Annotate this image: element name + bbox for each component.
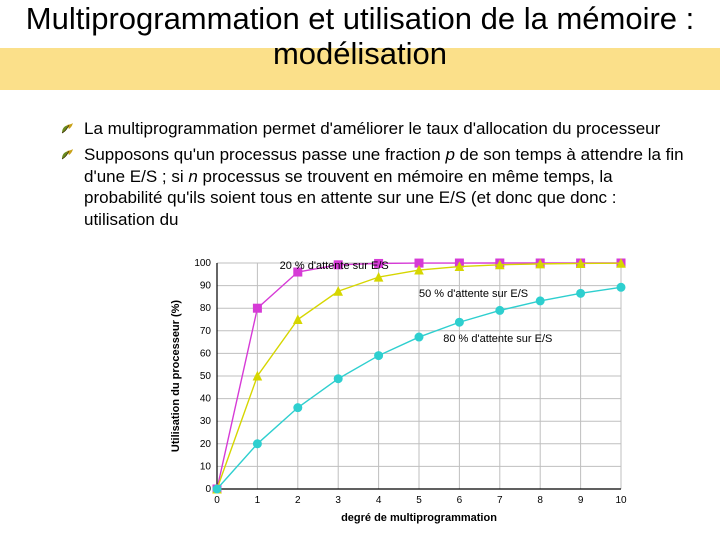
svg-text:Utilisation du processeur (%): Utilisation du processeur (%) bbox=[170, 300, 182, 453]
svg-text:80: 80 bbox=[200, 303, 212, 314]
svg-text:90: 90 bbox=[200, 281, 212, 292]
svg-text:60: 60 bbox=[200, 348, 212, 359]
svg-text:9: 9 bbox=[578, 495, 584, 506]
svg-text:100: 100 bbox=[194, 258, 211, 269]
slide-title: Multiprogrammation et utilisation de la … bbox=[0, 2, 720, 71]
bullet-item: La multiprogrammation permet d'améliorer… bbox=[60, 118, 690, 142]
svg-text:4: 4 bbox=[376, 495, 382, 506]
svg-text:5: 5 bbox=[416, 495, 422, 506]
svg-text:8: 8 bbox=[537, 495, 543, 506]
svg-text:6: 6 bbox=[457, 495, 463, 506]
svg-text:70: 70 bbox=[200, 326, 212, 337]
svg-text:3: 3 bbox=[335, 495, 341, 506]
svg-text:0: 0 bbox=[205, 484, 211, 495]
leaf-icon bbox=[60, 120, 74, 142]
svg-text:20 % d'attente sur E/S: 20 % d'attente sur E/S bbox=[280, 260, 389, 272]
svg-text:30: 30 bbox=[200, 416, 212, 427]
svg-text:80 % d'attente sur E/S: 80 % d'attente sur E/S bbox=[443, 333, 552, 345]
svg-text:50 % d'attente sur E/S: 50 % d'attente sur E/S bbox=[419, 288, 528, 300]
leaf-icon bbox=[60, 146, 74, 168]
svg-text:40: 40 bbox=[200, 394, 212, 405]
bullet-text: Supposons qu'un processus passe une frac… bbox=[84, 144, 690, 231]
svg-text:1: 1 bbox=[255, 495, 261, 506]
svg-text:7: 7 bbox=[497, 495, 503, 506]
bullet-list: La multiprogrammation permet d'améliorer… bbox=[60, 118, 690, 233]
svg-text:50: 50 bbox=[200, 371, 212, 382]
svg-text:degré de multiprogrammation: degré de multiprogrammation bbox=[341, 512, 497, 524]
bullet-item: Supposons qu'un processus passe une frac… bbox=[60, 144, 690, 231]
svg-text:20: 20 bbox=[200, 439, 212, 450]
svg-text:10: 10 bbox=[200, 461, 212, 472]
svg-text:10: 10 bbox=[615, 495, 627, 506]
svg-text:2: 2 bbox=[295, 495, 301, 506]
svg-text:0: 0 bbox=[214, 495, 220, 506]
bullet-text: La multiprogrammation permet d'améliorer… bbox=[84, 118, 660, 140]
cpu-utilization-chart: 0123456789100102030405060708090100degré … bbox=[162, 252, 632, 530]
